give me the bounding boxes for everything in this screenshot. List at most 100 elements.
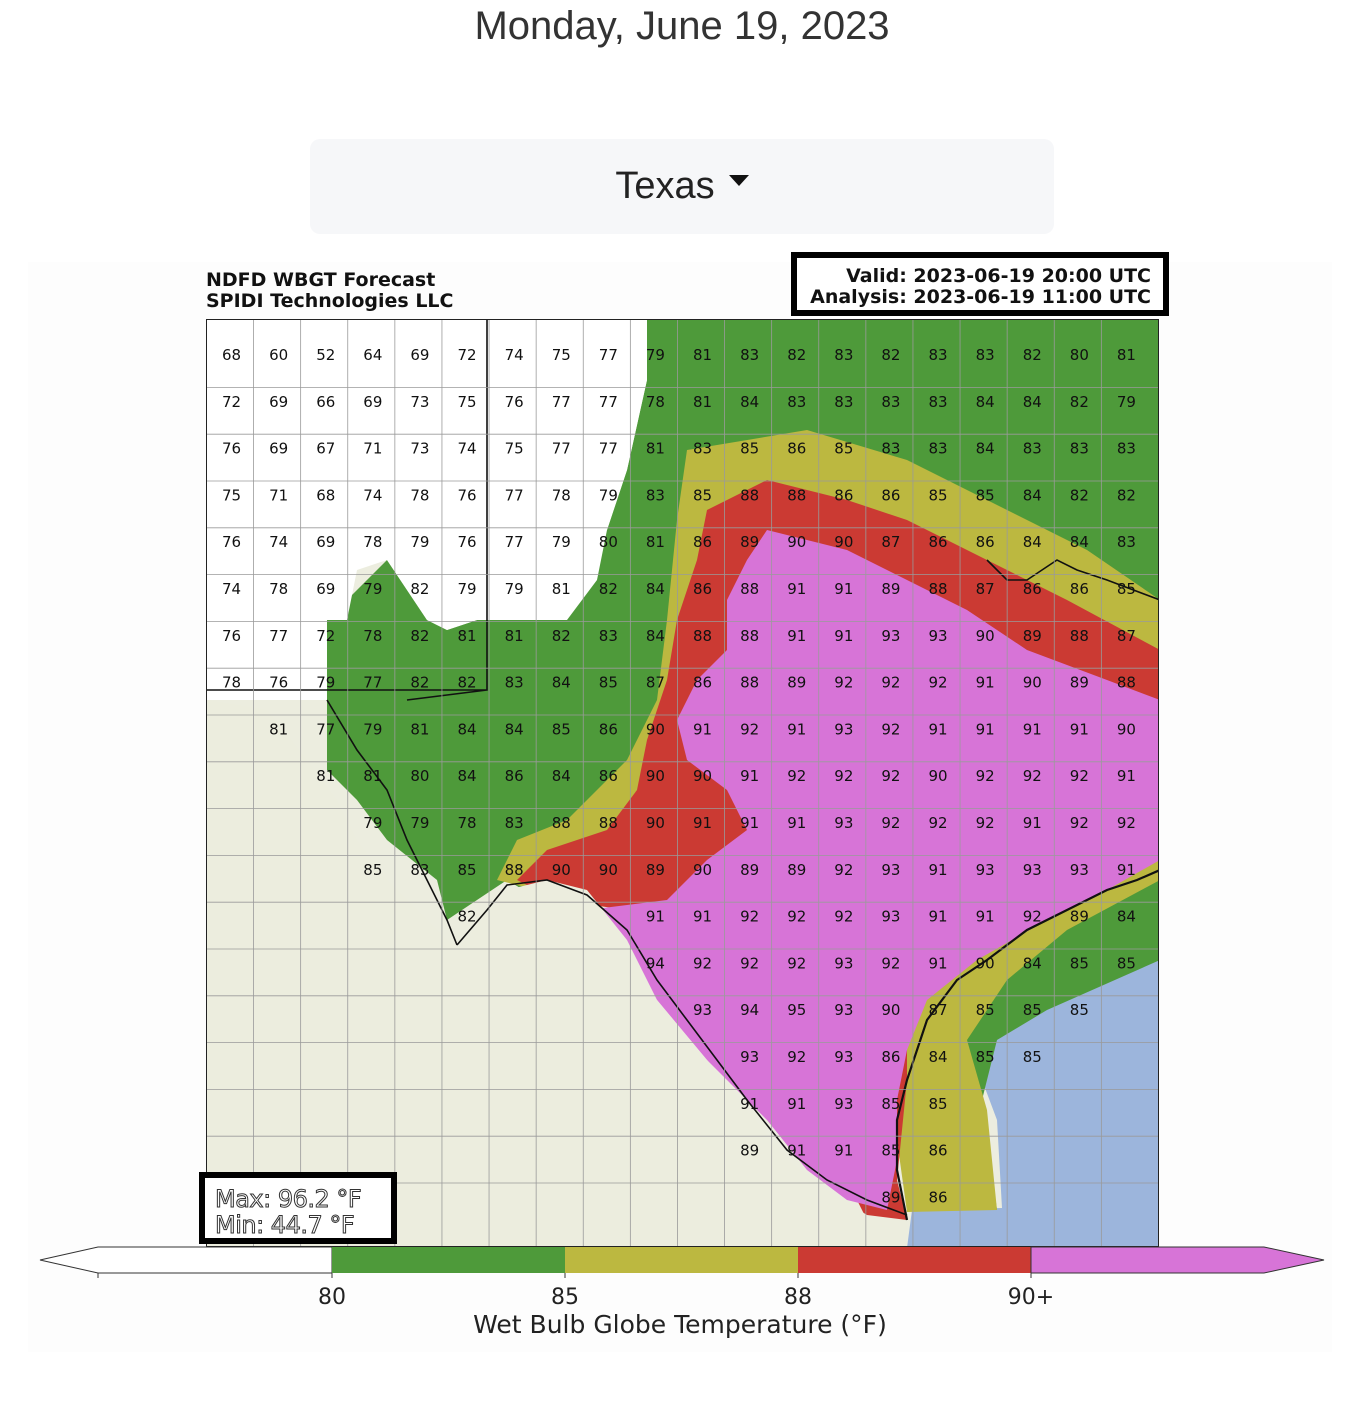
grid-value-label: 93 bbox=[834, 954, 853, 972]
caret-down-icon bbox=[728, 175, 749, 186]
grid-value-label: 83 bbox=[834, 393, 853, 411]
map-title-line2: SPIDI Technologies LLC bbox=[206, 290, 454, 312]
grid-value-label: 72 bbox=[222, 393, 241, 411]
grid-value-label: 77 bbox=[599, 393, 618, 411]
grid-value-label: 93 bbox=[834, 720, 853, 738]
grid-value-label: 67 bbox=[316, 440, 335, 458]
grid-value-label: 82 bbox=[1070, 393, 1089, 411]
grid-value-label: 89 bbox=[646, 861, 665, 879]
grid-value-label: 93 bbox=[740, 1048, 759, 1066]
grid-value-label: 91 bbox=[787, 1142, 806, 1160]
grid-value-label: 79 bbox=[646, 346, 665, 364]
grid-value-label: 76 bbox=[222, 533, 241, 551]
colorbar-label: Wet Bulb Globe Temperature (°F) bbox=[473, 1310, 887, 1339]
county-grid bbox=[207, 320, 1158, 1246]
grid-value-label: 79 bbox=[505, 580, 524, 598]
colorbar-tick-88: 88 bbox=[784, 1285, 812, 1310]
grid-value-label: 84 bbox=[1023, 393, 1042, 411]
grid-value-label: 82 bbox=[1023, 346, 1042, 364]
grid-value-label: 90 bbox=[599, 861, 618, 879]
grid-value-label: 79 bbox=[410, 533, 429, 551]
min-value: Min: 44.7 °F bbox=[215, 1211, 356, 1239]
grid-value-label: 85 bbox=[881, 1095, 900, 1113]
grid-value-label: 85 bbox=[1023, 1001, 1042, 1019]
grid-value-label: 77 bbox=[505, 533, 524, 551]
grid-value-label: 85 bbox=[1117, 954, 1136, 972]
grid-value-label: 91 bbox=[693, 908, 712, 926]
grid-value-label: 82 bbox=[458, 908, 477, 926]
grid-value-label: 75 bbox=[505, 440, 524, 458]
grid-value-label: 91 bbox=[929, 954, 948, 972]
grid-value-label: 83 bbox=[787, 393, 806, 411]
grid-value-label: 92 bbox=[881, 674, 900, 692]
grid-value-label: 83 bbox=[834, 346, 853, 364]
grid-value-label: 83 bbox=[740, 346, 759, 364]
grid-value-label: 86 bbox=[787, 440, 806, 458]
grid-value-label: 92 bbox=[1070, 767, 1089, 785]
grid-value-label: 82 bbox=[410, 627, 429, 645]
grid-value-label: 71 bbox=[269, 486, 288, 504]
grid-value-label: 92 bbox=[929, 674, 948, 692]
grid-value-label: 78 bbox=[646, 393, 665, 411]
analysis-time: Analysis: 2023-06-19 11:00 UTC bbox=[810, 286, 1151, 308]
grid-value-label: 85 bbox=[1070, 1001, 1089, 1019]
grid-value-label: 93 bbox=[693, 1001, 712, 1019]
grid-value-label: 92 bbox=[881, 720, 900, 738]
grid-value-label: 83 bbox=[1117, 533, 1136, 551]
grid-value-label: 85 bbox=[976, 1048, 995, 1066]
grid-value-label: 83 bbox=[410, 861, 429, 879]
grid-value-label: 91 bbox=[787, 627, 806, 645]
grid-value-label: 95 bbox=[787, 1001, 806, 1019]
grid-value-label: 74 bbox=[222, 580, 241, 598]
grid-value-label: 83 bbox=[929, 393, 948, 411]
grid-value-label: 84 bbox=[505, 720, 524, 738]
grid-value-label: 85 bbox=[976, 1001, 995, 1019]
grid-value-label: 79 bbox=[1117, 393, 1136, 411]
grid-value-label: 86 bbox=[929, 1142, 948, 1160]
grid-value-label: 92 bbox=[1070, 814, 1089, 832]
grid-value-label: 83 bbox=[505, 814, 524, 832]
grid-value-label: 92 bbox=[834, 767, 853, 785]
grid-value-label: 89 bbox=[1070, 908, 1089, 926]
grid-value-label: 85 bbox=[929, 486, 948, 504]
colorbar-tick-85: 85 bbox=[551, 1285, 579, 1310]
grid-value-label: 81 bbox=[646, 440, 665, 458]
valid-time: Valid: 2023-06-19 20:00 UTC bbox=[846, 265, 1151, 287]
grid-value-label: 88 bbox=[505, 861, 524, 879]
grid-value-label: 84 bbox=[1023, 486, 1042, 504]
region-dropdown[interactable]: Texas bbox=[310, 139, 1054, 234]
grid-value-label: 81 bbox=[1117, 346, 1136, 364]
grid-value-label: 89 bbox=[1023, 627, 1042, 645]
grid-value-label: 77 bbox=[269, 627, 288, 645]
grid-value-label: 93 bbox=[834, 1001, 853, 1019]
grid-value-label: 86 bbox=[1023, 580, 1042, 598]
grid-value-label: 92 bbox=[740, 954, 759, 972]
grid-value-label: 91 bbox=[1070, 720, 1089, 738]
grid-value-label: 91 bbox=[787, 814, 806, 832]
grid-value-label: 75 bbox=[552, 346, 571, 364]
valid-analysis-box: Valid: 2023-06-19 20:00 UTC Analysis: 20… bbox=[791, 252, 1169, 316]
colorbar-88-90 bbox=[798, 1247, 1031, 1273]
grid-value-label: 74 bbox=[505, 346, 524, 364]
texas-border bbox=[207, 320, 1158, 1216]
grid-value-label: 92 bbox=[929, 814, 948, 832]
grid-value-label: 92 bbox=[1023, 767, 1042, 785]
grid-value-label: 93 bbox=[929, 627, 948, 645]
grid-value-label: 85 bbox=[458, 861, 477, 879]
grid-value-label: 68 bbox=[316, 486, 335, 504]
grid-value-label: 81 bbox=[458, 627, 477, 645]
grid-value-label: 84 bbox=[646, 627, 665, 645]
grid-value-label: 82 bbox=[1070, 486, 1089, 504]
colorbar-85-88 bbox=[565, 1247, 798, 1273]
grid-value-label: 84 bbox=[1117, 908, 1136, 926]
grid-value-label: 90 bbox=[646, 767, 665, 785]
grid-value-label: 91 bbox=[834, 1142, 853, 1160]
grid-value-label: 93 bbox=[1070, 861, 1089, 879]
grid-value-label: 91 bbox=[1117, 767, 1136, 785]
grid-value-label: 91 bbox=[693, 814, 712, 832]
grid-value-label: 82 bbox=[410, 674, 429, 692]
max-min-box: Max: 96.2 °F Min: 44.7 °F bbox=[199, 1172, 397, 1244]
grid-value-label: 60 bbox=[269, 346, 288, 364]
grid-value-label: 90 bbox=[646, 720, 665, 738]
grid-value-label: 82 bbox=[458, 674, 477, 692]
